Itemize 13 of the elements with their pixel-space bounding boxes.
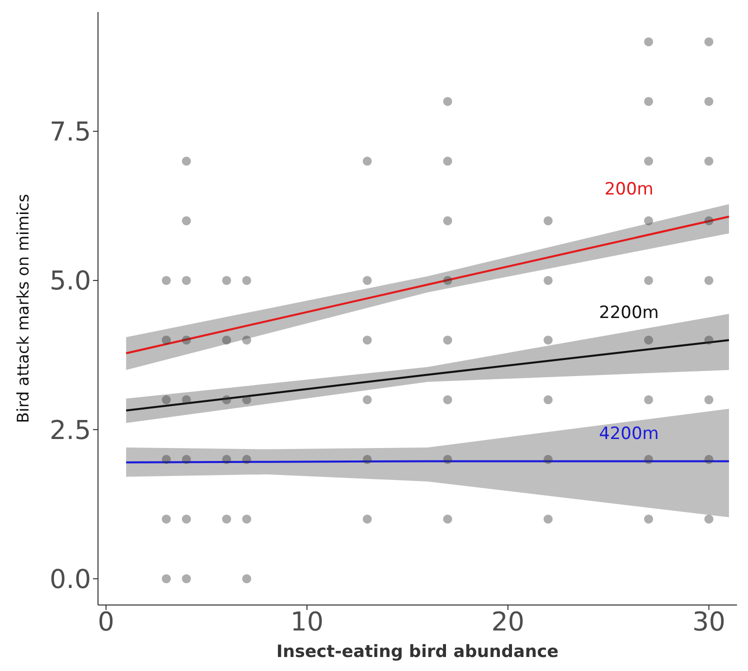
x-axis-title: Insect-eating bird abundance — [276, 642, 559, 662]
series-label: 2200m — [599, 303, 659, 324]
x-tick-label: 0 — [98, 607, 114, 638]
series-label: 200m — [604, 180, 654, 200]
y-tick-label: 7.5 — [50, 118, 91, 148]
y-tick-label: 5.0 — [50, 266, 91, 297]
series-label: 4200m — [599, 424, 659, 444]
y-tick-label: 0.0 — [50, 564, 91, 595]
y-axis-title: Bird attack marks on mimics — [14, 194, 33, 424]
x-tick-label: 10 — [290, 607, 324, 638]
x-tick-label: 30 — [692, 607, 726, 638]
y-tick-label: 2.5 — [50, 416, 91, 446]
x-tick-label: 20 — [491, 607, 524, 638]
